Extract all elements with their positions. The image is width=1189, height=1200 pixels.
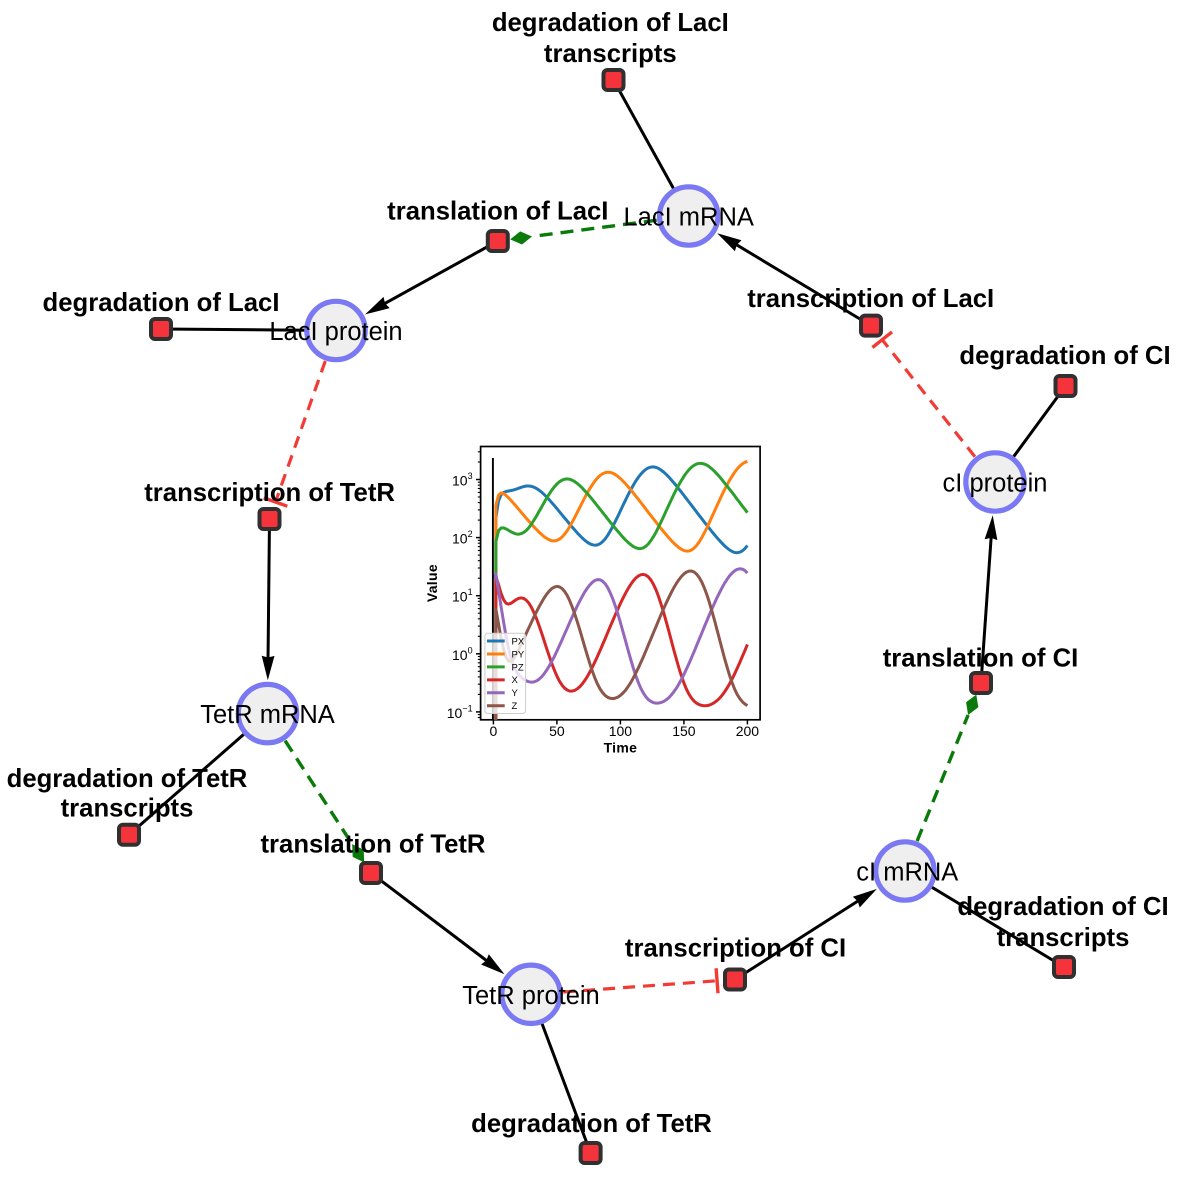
svg-text:PX: PX: [512, 636, 525, 647]
svg-text:X: X: [512, 675, 519, 686]
svg-text:TetR protein: TetR protein: [462, 982, 600, 1010]
svg-text:50: 50: [549, 723, 565, 739]
svg-text:degradation of TetR: degradation of TetR: [7, 765, 248, 793]
svg-text:Y: Y: [512, 688, 519, 699]
svg-text:degradation of LacI: degradation of LacI: [43, 289, 280, 317]
svg-text:translation of LacI: translation of LacI: [387, 198, 608, 226]
svg-text:degradation of TetR: degradation of TetR: [471, 1110, 712, 1138]
svg-text:100: 100: [452, 645, 473, 663]
svg-text:degradation of LacI: degradation of LacI: [492, 9, 729, 37]
svg-text:degradation of CI: degradation of CI: [959, 342, 1170, 370]
svg-text:0: 0: [490, 723, 498, 739]
svg-text:101: 101: [452, 587, 473, 605]
svg-text:transcripts: transcripts: [544, 40, 677, 68]
svg-text:200: 200: [736, 723, 760, 739]
svg-text:LacI protein: LacI protein: [269, 318, 402, 346]
svg-text:transcripts: transcripts: [997, 924, 1130, 952]
svg-text:TetR mRNA: TetR mRNA: [200, 701, 335, 729]
svg-text:LacI mRNA: LacI mRNA: [624, 204, 754, 232]
svg-text:150: 150: [672, 723, 696, 739]
svg-text:translation of CI: translation of CI: [883, 645, 1079, 673]
svg-text:Z: Z: [512, 701, 518, 712]
svg-text:translation of TetR: translation of TetR: [260, 830, 485, 858]
svg-text:Time: Time: [604, 740, 638, 756]
svg-text:transcription of LacI: transcription of LacI: [747, 285, 994, 313]
svg-text:102: 102: [452, 529, 473, 547]
svg-text:Value: Value: [424, 564, 440, 602]
svg-text:100: 100: [609, 723, 633, 739]
svg-text:degradation of CI: degradation of CI: [957, 893, 1168, 921]
svg-text:cI protein: cI protein: [943, 470, 1048, 498]
svg-text:PY: PY: [512, 649, 525, 660]
svg-text:PZ: PZ: [512, 662, 524, 673]
svg-text:transcripts: transcripts: [61, 795, 194, 823]
svg-text:transcription of CI: transcription of CI: [625, 935, 846, 963]
svg-text:103: 103: [452, 471, 473, 489]
svg-text:transcription of TetR: transcription of TetR: [144, 479, 395, 507]
svg-text:cI mRNA: cI mRNA: [856, 859, 958, 887]
